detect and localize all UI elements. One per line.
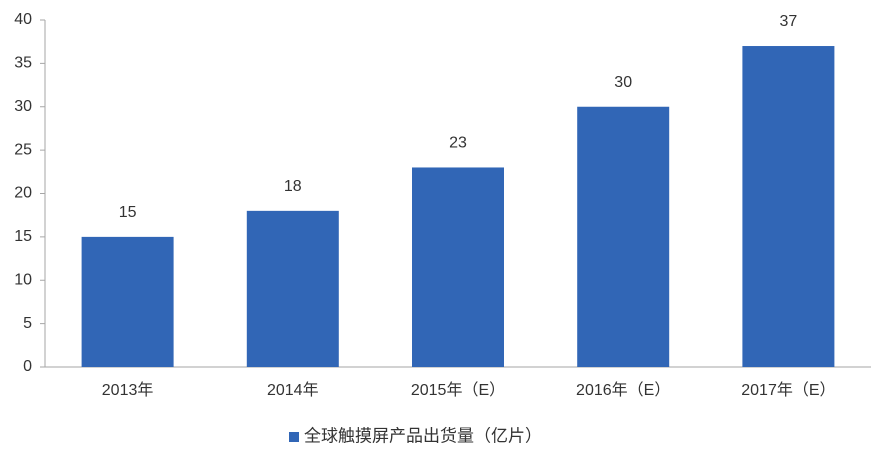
value-label: 30: [614, 74, 632, 91]
x-tick-label: 2014年: [267, 381, 319, 399]
x-tick-label: 2016年（E）: [576, 381, 670, 399]
x-tick-label: 2013年: [102, 381, 154, 399]
bar: [246, 210, 339, 367]
y-tick-label: 5: [23, 315, 32, 332]
bar: [742, 46, 835, 368]
legend-label: 全球触摸屏产品出货量（亿片）: [304, 426, 542, 445]
y-tick-label: 30: [14, 98, 32, 115]
bar: [577, 106, 670, 367]
x-tick-label: 2017年（E）: [741, 381, 835, 399]
y-tick-label: 35: [14, 55, 32, 72]
value-label: 23: [449, 135, 467, 152]
bar: [412, 167, 504, 367]
y-tick-label: 15: [14, 228, 32, 245]
value-label: 37: [780, 13, 798, 30]
value-label: 15: [119, 204, 137, 221]
y-tick-label: 25: [14, 141, 32, 158]
y-tick-label: 20: [14, 185, 32, 202]
y-tick-label: 10: [14, 271, 32, 288]
value-label: 18: [284, 178, 302, 195]
x-tick-label: 2015年（E）: [411, 381, 505, 399]
legend-marker: [289, 432, 299, 442]
y-tick-label: 0: [23, 358, 32, 375]
y-tick-label: 40: [14, 11, 32, 28]
bar: [81, 236, 174, 367]
